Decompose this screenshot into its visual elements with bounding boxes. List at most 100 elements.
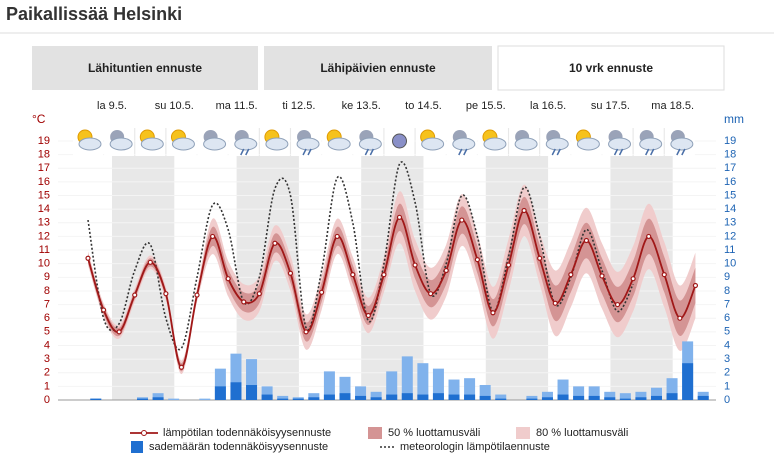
point — [85, 255, 91, 261]
point — [630, 276, 636, 282]
weather-icon — [291, 126, 322, 156]
point — [459, 217, 465, 223]
icon-rain — [302, 148, 312, 156]
y2-tick-label: 13 — [724, 217, 736, 229]
precip-bar-upper — [199, 398, 211, 400]
point — [116, 329, 122, 335]
icon-rain — [364, 148, 375, 156]
point — [428, 291, 434, 297]
tab[interactable] — [264, 46, 492, 90]
y2-tick-label: 0 — [724, 394, 730, 406]
weather-icon — [259, 126, 290, 156]
point — [334, 233, 340, 240]
point — [521, 207, 527, 214]
precip-bar-upper — [557, 379, 569, 400]
y-tick-label: 7 — [44, 298, 50, 310]
precip-bar-upper — [355, 386, 367, 400]
tab[interactable] — [32, 46, 258, 90]
y2-tick-label: 1 — [724, 380, 730, 392]
precip-bar-upper — [370, 391, 382, 400]
icon-cloud — [670, 137, 694, 151]
precip-bar-upper — [246, 359, 258, 400]
icon-rain — [240, 148, 250, 156]
y-tick-label: 13 — [38, 217, 50, 229]
precip-bar — [479, 395, 491, 400]
icon-rain — [645, 148, 655, 156]
tab-label[interactable]: 10 vrk ennuste — [569, 61, 653, 75]
weather-icon — [602, 126, 633, 156]
precip-bar — [323, 394, 335, 400]
icon-cloud — [358, 137, 382, 151]
point — [272, 240, 278, 246]
precip-bar-upper — [277, 395, 289, 400]
x-tick-label: ma 18.5. — [651, 100, 694, 112]
precip-bar-upper — [417, 363, 429, 400]
y-tick-label: 9 — [44, 271, 50, 283]
precip-bar — [261, 394, 273, 400]
precip-bar — [635, 397, 647, 400]
point — [256, 291, 262, 297]
precip-bar — [277, 398, 289, 400]
icon-rain — [551, 148, 561, 156]
precip-bar — [588, 395, 600, 400]
x-tick-label: ti 12.5. — [282, 100, 315, 112]
weather-icon — [446, 126, 477, 156]
precip-bar — [355, 395, 367, 400]
tab-label[interactable]: Lähipäivien ennuste — [320, 61, 436, 75]
icon-cloud — [78, 137, 102, 151]
point — [490, 310, 496, 316]
legend-label: 80 % luottamusväli — [536, 427, 628, 439]
precip-bar-upper — [588, 386, 600, 400]
precip-bar — [619, 398, 631, 400]
y2-tick-label: 12 — [724, 230, 736, 242]
y2-tick-label: 14 — [724, 203, 736, 215]
legend-label: meteorologin lämpötilaennuste — [400, 441, 550, 453]
precip-bar — [401, 393, 413, 400]
weather-icon — [353, 126, 384, 156]
point — [178, 364, 185, 370]
weather-icon — [664, 126, 695, 156]
icon-cloud — [545, 137, 569, 151]
icon-cloud — [327, 137, 351, 151]
precip-bar-upper — [479, 385, 491, 400]
tab-label[interactable]: Lähituntien ennuste — [88, 61, 202, 75]
point — [210, 233, 216, 240]
y2-tick-label: 9 — [724, 271, 730, 283]
icon-cloud — [109, 137, 133, 151]
tab-selected[interactable] — [497, 45, 725, 91]
icon-cloud — [421, 137, 445, 151]
point — [568, 271, 574, 278]
weather-icon — [384, 126, 415, 156]
y-tick-label: 8 — [44, 285, 50, 297]
weather-icon — [73, 126, 103, 156]
precip-bar-upper — [573, 386, 585, 400]
precip-bar — [557, 394, 569, 400]
y-tick-label: 14 — [38, 203, 50, 215]
x-tick-label: pe 15.5. — [466, 100, 506, 112]
point — [599, 273, 605, 279]
icon-cloud — [639, 137, 663, 151]
x-tick-label: la 16.5. — [530, 100, 566, 112]
precip-bar — [495, 398, 507, 400]
precip-bar-upper — [339, 376, 351, 400]
legend-swatch — [516, 427, 530, 439]
y-tick-label: 5 — [44, 326, 50, 338]
precip-bar-upper — [432, 368, 444, 400]
y-tick-label: 17 — [38, 162, 50, 174]
precip-bar — [432, 393, 444, 400]
y2-tick-label: 16 — [724, 176, 736, 188]
precip-bar — [448, 394, 460, 400]
weather-icon — [509, 126, 540, 156]
y2-tick-label: 18 — [724, 149, 736, 161]
precip-bar-upper — [401, 356, 413, 400]
legend-marker — [141, 430, 147, 436]
weather-icon — [415, 126, 446, 156]
point — [661, 271, 667, 278]
confidence-band — [88, 196, 696, 372]
icon-cloud — [608, 137, 632, 151]
precip-bar-upper — [526, 395, 538, 400]
y-tick-label: 12 — [38, 230, 50, 242]
icon-cloud — [203, 137, 227, 151]
point — [147, 259, 153, 265]
precip-bar-upper — [308, 393, 320, 400]
